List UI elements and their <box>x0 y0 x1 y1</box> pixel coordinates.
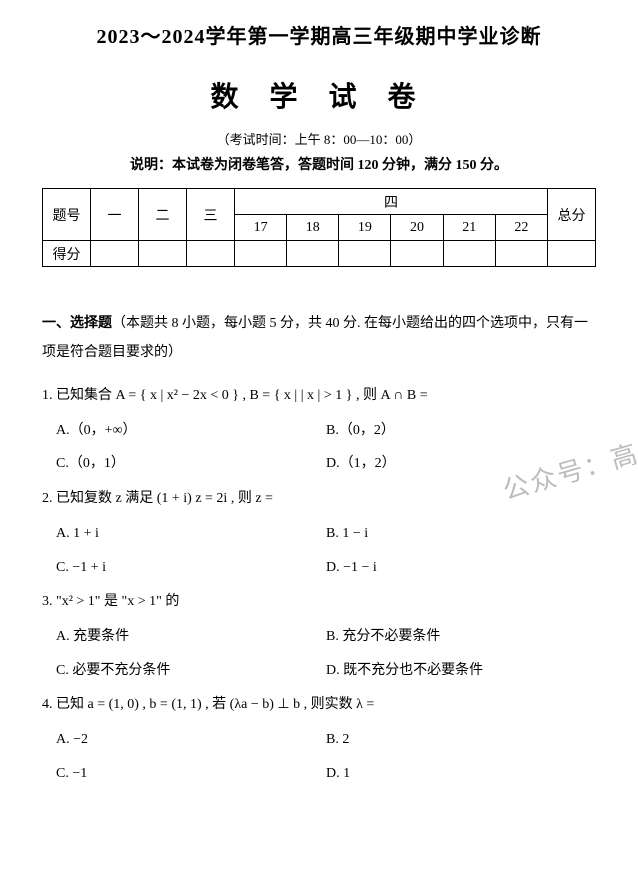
q2-opt-d: D. −1 − i <box>326 551 596 585</box>
score-sub-20: 20 <box>391 215 443 241</box>
score-th-three: 三 <box>187 189 235 241</box>
q2-opt-c: C. −1 + i <box>56 551 326 585</box>
score-cell <box>187 241 235 267</box>
score-cell <box>443 241 495 267</box>
header-title: 2023～2024学年第一学期高三年级期中学业诊断 <box>42 20 596 49</box>
q3-opt-b: B. 充分不必要条件 <box>326 620 596 654</box>
q4-opt-b: B. 2 <box>326 723 596 757</box>
q2-options: A. 1 + i B. 1 − i C. −1 + i D. −1 − i <box>42 517 596 584</box>
score-cell <box>339 241 391 267</box>
q1-stem: 1. 已知集合 A = { x | x² − 2x < 0 } , B = { … <box>42 382 596 410</box>
q1-opt-d: D.（1，2） <box>326 447 596 481</box>
q4-options: A. −2 B. 2 C. −1 D. 1 <box>42 723 596 790</box>
score-th-four: 四 <box>235 189 548 215</box>
exam-time: （考试时间：上午 8：00—10：00） <box>42 129 596 148</box>
main-title: 数 学 试 卷 <box>42 75 596 115</box>
q4-opt-a: A. −2 <box>56 723 326 757</box>
score-cell <box>139 241 187 267</box>
instructions: 说明：本试卷为闭卷笔答，答题时间 120 分钟，满分 150 分。 <box>42 154 596 174</box>
q4-opt-c: C. −1 <box>56 757 326 791</box>
score-sub-21: 21 <box>443 215 495 241</box>
score-th-total: 总分 <box>548 189 596 241</box>
q2-stem: 2. 已知复数 z 满足 (1 + i) z = 2i , 则 z = <box>42 485 596 513</box>
score-sub-19: 19 <box>339 215 391 241</box>
score-cell <box>287 241 339 267</box>
q4-opt-d: D. 1 <box>326 757 596 791</box>
score-cell <box>391 241 443 267</box>
q1-opt-c: C.（0，1） <box>56 447 326 481</box>
q2-opt-a: A. 1 + i <box>56 517 326 551</box>
score-sub-22: 22 <box>495 215 547 241</box>
q4-stem: 4. 已知 a = (1, 0) , b = (1, 1) , 若 (λa − … <box>42 691 596 719</box>
score-table: 题号 一 二 三 四 总分 17 18 19 20 21 22 得分 <box>42 188 596 267</box>
score-cell <box>235 241 287 267</box>
score-row-score-label: 得分 <box>43 241 91 267</box>
q3-opt-a: A. 充要条件 <box>56 620 326 654</box>
score-th-one: 一 <box>91 189 139 241</box>
q3-options: A. 充要条件 B. 充分不必要条件 C. 必要不充分条件 D. 既不充分也不必… <box>42 620 596 687</box>
q3-opt-d: D. 既不充分也不必要条件 <box>326 654 596 688</box>
section-1-prefix: 一、选择题 <box>42 316 112 331</box>
score-sub-18: 18 <box>287 215 339 241</box>
score-th-two: 二 <box>139 189 187 241</box>
score-th-label: 题号 <box>43 189 91 241</box>
q2-opt-b: B. 1 − i <box>326 517 596 551</box>
q1-options: A.（0，+∞） B.（0，2） C.（0，1） D.（1，2） <box>42 414 596 481</box>
q3-stem: 3. "x² > 1" 是 "x > 1" 的 <box>42 588 596 616</box>
score-cell <box>495 241 547 267</box>
score-sub-17: 17 <box>235 215 287 241</box>
section-1-title: 一、选择题（本题共 8 小题，每小题 5 分，共 40 分. 在每小题给出的四个… <box>42 309 596 368</box>
q3-opt-c: C. 必要不充分条件 <box>56 654 326 688</box>
score-cell <box>548 241 596 267</box>
score-cell <box>91 241 139 267</box>
section-1-body: （本题共 8 小题，每小题 5 分，共 40 分. 在每小题给出的四个选项中，只… <box>42 316 588 360</box>
q1-opt-a: A.（0，+∞） <box>56 414 326 448</box>
q1-opt-b: B.（0，2） <box>326 414 596 448</box>
